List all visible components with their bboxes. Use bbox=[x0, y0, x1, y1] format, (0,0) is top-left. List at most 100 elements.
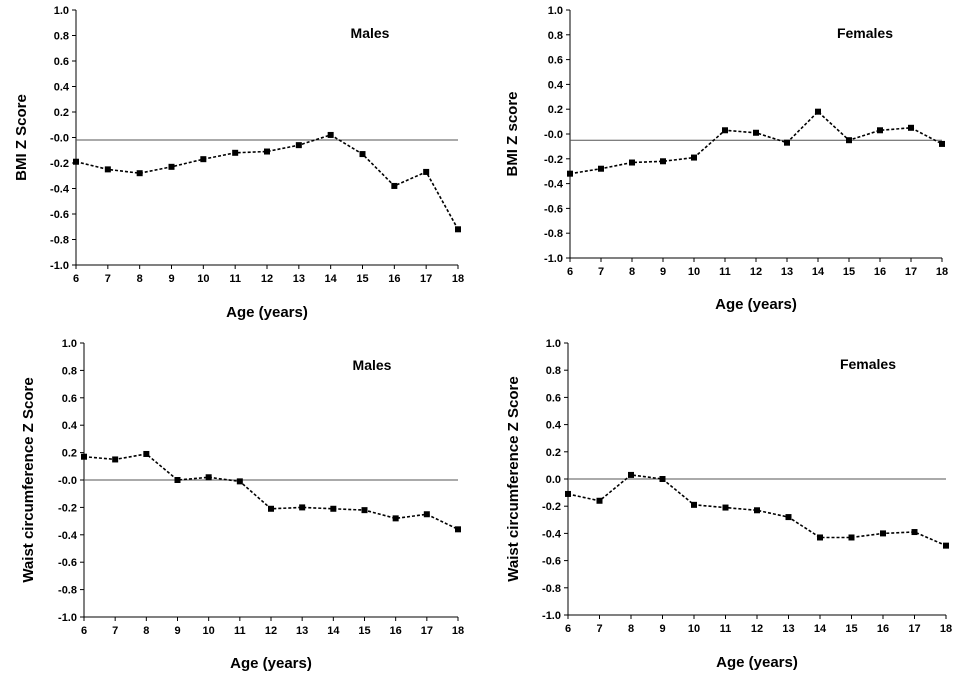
y-tick-label: 0.8 bbox=[62, 365, 77, 377]
y-tick-label: -0.8 bbox=[544, 228, 563, 240]
y-tick-label: 1.0 bbox=[546, 338, 561, 350]
chart-panel-waist-females: 1.0 0.8 0.6 0.4 0.2 0.0 -0.2 -0.4 -0.6 -0.8 -1.0 6 7… bbox=[505, 338, 952, 671]
data-point-15 bbox=[848, 534, 855, 541]
data-point-16 bbox=[880, 530, 886, 537]
data-point-9 bbox=[174, 477, 181, 483]
series-line bbox=[83, 453, 459, 531]
x-tick-label: 12 bbox=[751, 623, 763, 635]
x-tick-label: 18 bbox=[452, 273, 464, 285]
x-tick-label: 9 bbox=[174, 625, 180, 637]
x-tick-label: 8 bbox=[143, 625, 149, 637]
data-point-15 bbox=[359, 151, 366, 158]
y-tick-label: -0.2 bbox=[542, 501, 561, 513]
y-axis-title: Waist circumference Z Score bbox=[505, 376, 522, 581]
x-tick-label: 18 bbox=[452, 625, 464, 637]
x-tick-label: 14 bbox=[812, 266, 825, 278]
data-point-12 bbox=[264, 148, 270, 155]
data-point-15 bbox=[361, 507, 368, 514]
panel-title: Males bbox=[353, 357, 392, 373]
data-point-13 bbox=[295, 142, 302, 149]
y-tick-label: -0.4 bbox=[542, 528, 562, 540]
y-tick-label: 0.4 bbox=[548, 79, 564, 91]
x-tick-label: 9 bbox=[660, 266, 666, 278]
data-point-13 bbox=[784, 139, 790, 146]
data-point-9 bbox=[659, 476, 666, 482]
y-tick-label: -0.8 bbox=[58, 585, 77, 597]
x-tick-label: 15 bbox=[843, 266, 855, 278]
x-axis-title: Age (years) bbox=[230, 655, 312, 672]
data-point-7 bbox=[598, 165, 604, 172]
x-tick-label: 12 bbox=[750, 266, 762, 278]
data-point-13 bbox=[299, 504, 306, 511]
y-tick-label: -0.8 bbox=[50, 235, 69, 247]
data-point-15 bbox=[846, 137, 852, 144]
x-tick-label: 7 bbox=[598, 266, 604, 278]
data-point-14 bbox=[327, 131, 334, 138]
data-point-10 bbox=[200, 156, 207, 163]
y-tick-label: 0.8 bbox=[54, 31, 69, 43]
panel-title: Males bbox=[351, 25, 390, 41]
y-tick-label: 0.2 bbox=[62, 448, 77, 460]
x-tick-label: 18 bbox=[940, 623, 952, 635]
x-tick-label: 13 bbox=[296, 625, 308, 637]
data-point-18 bbox=[939, 140, 945, 147]
data-point-8 bbox=[136, 170, 143, 177]
y-tick-label: -0.6 bbox=[58, 557, 77, 569]
series-line bbox=[569, 110, 943, 175]
y-tick-label: 1.0 bbox=[548, 5, 563, 17]
x-tick-label: 7 bbox=[596, 623, 602, 635]
x-tick-label: 6 bbox=[81, 625, 87, 637]
data-point-10 bbox=[205, 474, 212, 481]
x-tick-label: 14 bbox=[814, 623, 827, 635]
y-axis-title: Waist circumference Z Score bbox=[20, 377, 37, 582]
x-tick-label: 11 bbox=[719, 266, 731, 278]
x-tick-label: 17 bbox=[420, 273, 432, 285]
y-tick-label: 0.6 bbox=[548, 55, 563, 67]
data-point-6 bbox=[565, 490, 571, 497]
y-tick-label: 0.6 bbox=[546, 392, 561, 404]
data-point-8 bbox=[629, 159, 635, 166]
y-tick-label: 0.8 bbox=[548, 30, 563, 42]
data-point-16 bbox=[391, 182, 398, 189]
data-point-7 bbox=[104, 166, 111, 173]
x-tick-label: 13 bbox=[293, 273, 305, 285]
y-tick-label: -0.8 bbox=[542, 583, 561, 595]
data-point-10 bbox=[691, 501, 697, 508]
x-tick-label: 10 bbox=[688, 266, 700, 278]
y-tick-label: -1.0 bbox=[50, 260, 69, 272]
x-axis-title: Age (years) bbox=[226, 304, 308, 321]
chart-panel-waist-males: 1.0 0.8 0.6 0.4 0.2 -0.0 -0.2 -0.4 -0.6 -0.8 -1.0 6… bbox=[20, 338, 464, 672]
y-tick-label: -0.0 bbox=[50, 133, 69, 145]
x-tick-label: 11 bbox=[234, 625, 246, 637]
y-tick-label: 0.0 bbox=[546, 474, 561, 486]
x-tick-label: 16 bbox=[390, 625, 402, 637]
data-point-14 bbox=[330, 505, 337, 512]
x-tick-label: 14 bbox=[327, 625, 340, 637]
data-point-18 bbox=[455, 226, 461, 233]
y-tick-label: -0.4 bbox=[50, 184, 70, 196]
data-point-6 bbox=[567, 170, 573, 177]
data-point-17 bbox=[423, 168, 430, 175]
y-tick-label: -0.4 bbox=[544, 179, 564, 191]
x-tick-label: 6 bbox=[73, 273, 79, 285]
data-point-7 bbox=[596, 497, 603, 504]
panel-title: Females bbox=[840, 356, 896, 372]
data-point-17 bbox=[911, 529, 918, 536]
x-tick-label: 15 bbox=[358, 625, 370, 637]
x-tick-label: 17 bbox=[421, 625, 433, 637]
y-tick-label: 0.2 bbox=[54, 107, 69, 119]
y-tick-label: 0.4 bbox=[54, 82, 70, 94]
data-point-11 bbox=[722, 504, 729, 511]
y-tick-label: -0.2 bbox=[50, 158, 69, 170]
x-axis-title: Age (years) bbox=[716, 654, 798, 671]
data-point-9 bbox=[168, 163, 175, 170]
data-point-16 bbox=[392, 515, 399, 522]
y-tick-label: -0.0 bbox=[58, 475, 77, 487]
x-tick-label: 16 bbox=[388, 273, 400, 285]
y-axis-title: BMI Z score bbox=[504, 91, 521, 176]
data-point-6 bbox=[73, 158, 79, 165]
y-tick-label: -0.6 bbox=[544, 203, 563, 215]
y-tick-label: -0.6 bbox=[50, 209, 69, 221]
y-tick-label: -0.4 bbox=[58, 530, 78, 542]
